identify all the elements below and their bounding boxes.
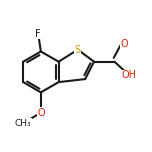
Text: O: O (37, 108, 45, 118)
Text: O: O (120, 39, 128, 49)
Text: F: F (35, 29, 41, 39)
Text: OH: OH (122, 70, 137, 80)
Text: S: S (75, 45, 81, 55)
Text: CH₃: CH₃ (15, 119, 32, 128)
